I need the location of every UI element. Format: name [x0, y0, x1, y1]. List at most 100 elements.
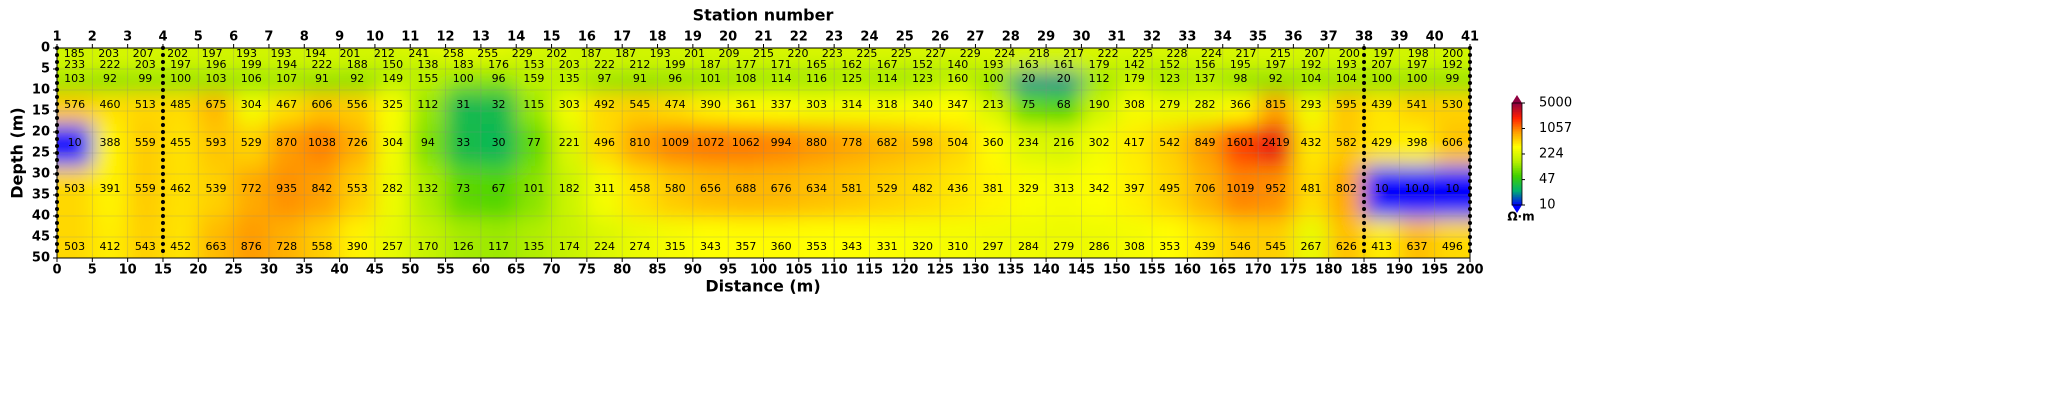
x-tick-label: 10 [119, 263, 137, 278]
colorbar-segment [1512, 109, 1522, 112]
value-label: 185 [64, 47, 85, 60]
value-label: 30 [492, 136, 506, 149]
value-label: 137 [1195, 72, 1216, 85]
value-label: 297 [983, 240, 1004, 253]
heat-cell [869, 166, 906, 219]
value-label: 539 [205, 182, 226, 195]
x-tick-label: 100 [750, 263, 777, 278]
heat-cell [445, 92, 482, 125]
heat-cell [573, 48, 609, 61]
value-label: 485 [170, 98, 191, 111]
station-label: 7 [264, 30, 273, 45]
heat-cell [505, 48, 540, 61]
heat-cell [904, 92, 941, 125]
heat-cell [1116, 124, 1153, 167]
value-label: 75 [1021, 98, 1035, 111]
x-tick-label: 115 [856, 263, 883, 278]
y-tick-label: 10 [32, 83, 50, 98]
colorbar-segment [1512, 142, 1522, 145]
heat-cell [339, 166, 376, 219]
heat-cell [92, 218, 129, 258]
value-label: 391 [99, 182, 120, 195]
value-label: 530 [1442, 98, 1463, 111]
value-label: 197 [202, 47, 223, 60]
heat-cell [551, 60, 588, 73]
x-tick-label: 125 [927, 263, 954, 278]
value-label: 503 [64, 240, 85, 253]
colorbar-segment [1512, 203, 1522, 206]
value-label: 155 [417, 72, 438, 85]
heat-cell [692, 60, 729, 73]
value-label: 778 [841, 136, 862, 149]
colorbar-segment [1512, 137, 1522, 140]
colorbar-segment [1512, 169, 1522, 172]
value-label: 558 [311, 240, 332, 253]
heat-cell [940, 60, 976, 73]
heat-cell [1364, 166, 1400, 219]
colorbar-segment [1512, 179, 1522, 182]
value-label: 224 [1201, 47, 1222, 60]
heat-cell [1328, 124, 1365, 167]
station-label: 2 [88, 30, 97, 45]
colorbar-segment [1512, 121, 1522, 124]
heat-cell [904, 60, 941, 73]
station-label: 19 [684, 30, 702, 45]
heat-cell [763, 92, 800, 125]
x-tick-label: 55 [437, 263, 455, 278]
heat-cell [1222, 60, 1259, 73]
y-tick-label: 30 [32, 167, 50, 182]
colorbar-segment [1512, 130, 1522, 133]
heat-cell [1090, 48, 1126, 61]
x-tick-label: 120 [891, 263, 918, 278]
value-label: 308 [1124, 240, 1145, 253]
station-label: 9 [335, 30, 344, 45]
value-label: 676 [771, 182, 792, 195]
heat-cell [516, 92, 553, 125]
heat-cell [1434, 218, 1470, 258]
value-label: 582 [1336, 136, 1357, 149]
heat-cell [1194, 48, 1230, 61]
value-label: 320 [912, 240, 933, 253]
value-label: 496 [1442, 240, 1463, 253]
value-label: 167 [877, 58, 898, 71]
heat-cell [622, 72, 659, 93]
heat-cell [233, 166, 270, 219]
heat-cell [1328, 72, 1365, 93]
heat-cell [1293, 60, 1330, 73]
station-label: 33 [1178, 30, 1196, 45]
value-label: 810 [629, 136, 650, 149]
heat-cell [57, 60, 93, 73]
heat-cell [92, 60, 129, 73]
value-label: 467 [276, 98, 297, 111]
value-label: 234 [1018, 136, 1039, 149]
heat-cell [1152, 124, 1188, 167]
heat-cell [622, 60, 659, 73]
heat-cell [834, 124, 870, 167]
x-tick-label: 165 [1209, 263, 1236, 278]
heat-cell [1046, 72, 1082, 93]
value-label: 593 [205, 136, 226, 149]
colorbar-segment [1512, 165, 1522, 168]
heat-cell [92, 72, 129, 93]
value-label: 149 [382, 72, 403, 85]
value-label: 138 [417, 58, 438, 71]
colorbar-extend-top [1512, 95, 1522, 103]
y-tick-label: 5 [41, 62, 50, 77]
heat-cell [763, 72, 800, 93]
heat-cell [198, 218, 235, 258]
heat-cell [445, 72, 482, 93]
heat-cell [1364, 124, 1400, 167]
value-label: 1072 [697, 136, 725, 149]
value-label: 108 [735, 72, 756, 85]
colorbar-segment [1512, 201, 1522, 204]
x-tick-label: 185 [1350, 263, 1377, 278]
colorbar-segment [1512, 113, 1522, 116]
value-label: 203 [559, 58, 580, 71]
value-label: 91 [315, 72, 329, 85]
x-tick-label: 15 [154, 263, 172, 278]
value-label: 182 [559, 182, 580, 195]
value-label: 150 [382, 58, 403, 71]
heat-cell [657, 218, 694, 258]
x-tick-label: 190 [1386, 263, 1413, 278]
value-label: 218 [1029, 47, 1050, 60]
